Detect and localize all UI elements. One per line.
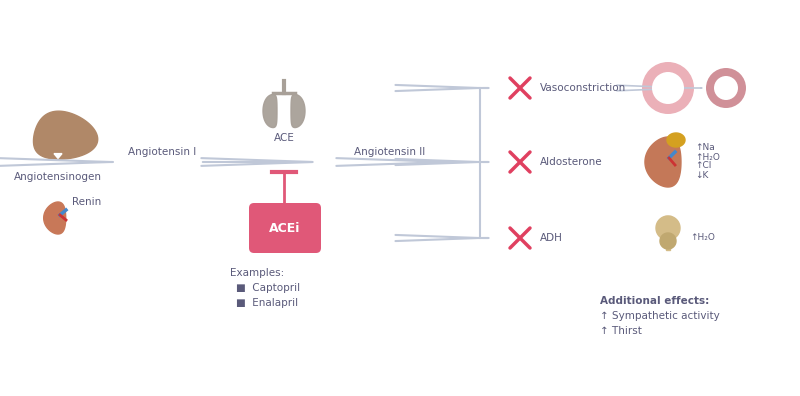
Text: ↑Cl: ↑Cl: [695, 162, 711, 171]
Circle shape: [642, 62, 694, 114]
Text: ACEi: ACEi: [270, 221, 301, 234]
Text: Angiotensin I: Angiotensin I: [128, 147, 196, 157]
Circle shape: [706, 68, 746, 108]
Circle shape: [714, 76, 738, 100]
Circle shape: [652, 72, 684, 104]
Polygon shape: [54, 154, 62, 158]
Text: ↑Na: ↑Na: [695, 143, 714, 152]
Text: ■  Captopril: ■ Captopril: [236, 283, 300, 293]
Text: Additional effects:: Additional effects:: [600, 296, 710, 306]
Polygon shape: [645, 137, 681, 187]
Text: ACE: ACE: [274, 133, 294, 143]
Text: Angiotensin II: Angiotensin II: [354, 147, 426, 157]
Text: ↓K: ↓K: [695, 171, 708, 179]
Polygon shape: [656, 216, 680, 240]
Polygon shape: [44, 202, 66, 234]
Polygon shape: [666, 241, 670, 250]
Polygon shape: [665, 216, 671, 233]
Polygon shape: [667, 133, 685, 147]
Polygon shape: [291, 94, 305, 128]
Polygon shape: [263, 94, 277, 128]
Text: ADH: ADH: [540, 233, 563, 243]
Text: Vasoconstriction: Vasoconstriction: [540, 83, 626, 93]
Text: Aldosterone: Aldosterone: [540, 157, 602, 167]
Text: Angiotensinogen: Angiotensinogen: [14, 172, 102, 182]
Text: ↑ Sympathetic activity: ↑ Sympathetic activity: [600, 311, 720, 321]
Polygon shape: [34, 111, 98, 159]
Text: Examples:: Examples:: [230, 268, 284, 278]
FancyBboxPatch shape: [249, 203, 321, 253]
Text: ↑H₂O: ↑H₂O: [690, 234, 715, 242]
Text: ■  Enalapril: ■ Enalapril: [236, 298, 298, 308]
Text: ↑H₂O: ↑H₂O: [695, 152, 720, 162]
Text: ↑ Thirst: ↑ Thirst: [600, 326, 642, 336]
Text: Renin: Renin: [72, 197, 102, 207]
Polygon shape: [660, 233, 676, 249]
